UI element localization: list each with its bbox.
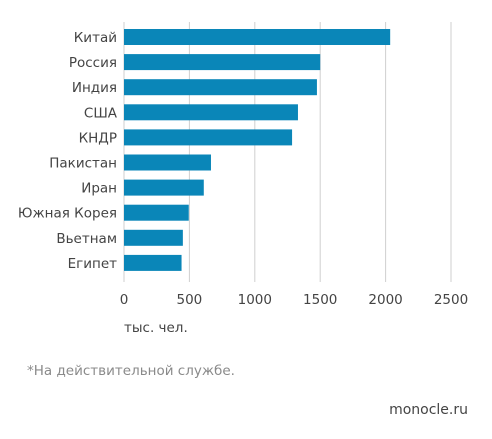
- bar-6: [124, 154, 211, 171]
- bar-5: [124, 129, 293, 146]
- category-label-8: Южная Корея: [18, 206, 117, 222]
- bar-9: [124, 229, 183, 246]
- x-tick-label-500: 500: [177, 292, 203, 308]
- x-tick-label-1500: 1500: [303, 292, 337, 308]
- source-label: monocle.ru: [389, 402, 468, 418]
- category-label-1: Китай: [74, 30, 117, 46]
- bar-3: [124, 79, 317, 96]
- x-axis-label: тыс. чел.: [124, 320, 188, 336]
- bar-2: [124, 54, 321, 71]
- bars: [124, 29, 391, 271]
- footnote: *На действительной службе.: [27, 363, 235, 379]
- category-label-5: КНДР: [79, 130, 117, 146]
- bar-7: [124, 179, 204, 196]
- category-label-4: США: [84, 105, 118, 121]
- bar-4: [124, 104, 298, 121]
- bar-chart: Китай Россия Индия США КНДР Пакистан Иран Южная…: [18, 22, 468, 308]
- category-label-7: Иран: [81, 181, 117, 197]
- x-tick-label-2000: 2000: [368, 292, 402, 308]
- category-label-3: Индия: [72, 80, 117, 96]
- category-label-6: Пакистан: [49, 156, 117, 172]
- bar-1: [124, 29, 391, 45]
- x-tick-label-0: 0: [120, 292, 129, 308]
- category-label-9: Вьетнам: [56, 231, 117, 247]
- bar-10: [124, 254, 182, 271]
- x-tick-label-2500: 2500: [434, 292, 468, 308]
- category-label-10: Египет: [68, 256, 118, 272]
- category-labels: Китай Россия Индия США КНДР Пакистан Иран Южная…: [18, 30, 118, 272]
- bar-8: [124, 204, 189, 221]
- x-axis-tick-labels: 0 500 1000 1500 2000 2500: [120, 292, 468, 308]
- category-label-2: Россия: [69, 55, 117, 71]
- x-tick-label-1000: 1000: [238, 292, 272, 308]
